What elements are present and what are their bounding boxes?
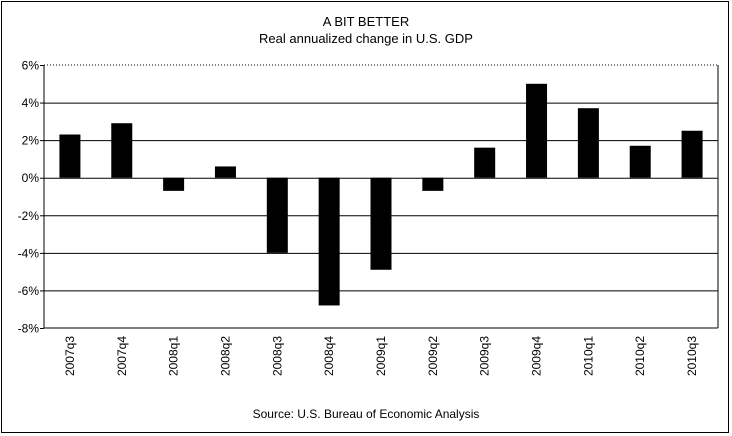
bars bbox=[59, 83, 703, 306]
bar-2008q3 bbox=[266, 177, 288, 253]
y-tick-label: 6% bbox=[22, 59, 40, 73]
y-tick-label: -8% bbox=[18, 322, 40, 336]
x-tick-label: 2008q2 bbox=[218, 336, 232, 376]
x-tick-label: 2009q4 bbox=[530, 336, 544, 376]
chart-title: A BIT BETTER bbox=[322, 14, 410, 29]
x-tick-label: 2007q4 bbox=[115, 336, 129, 376]
chart-subtitle: Real annualized change in U.S. GDP bbox=[259, 31, 473, 46]
x-tick-labels: 2007q3 2007q4 2008q1 2008q2 2008q3 2008q4 2009… bbox=[63, 336, 699, 376]
bar-2007q3 bbox=[59, 134, 81, 178]
bar-2009q1 bbox=[370, 177, 392, 270]
x-tick-label: 2009q1 bbox=[374, 336, 388, 376]
bar-2009q4 bbox=[526, 83, 548, 178]
source-note: Source: U.S. Bureau of Economic Analysis bbox=[252, 407, 480, 421]
bar-2009q3 bbox=[474, 147, 496, 178]
x-tick-label: 2008q1 bbox=[167, 336, 181, 376]
bar-2008q2 bbox=[214, 166, 236, 178]
y-tick-label: 2% bbox=[22, 134, 40, 148]
y-tick-label: -4% bbox=[18, 246, 40, 260]
bar-2008q4 bbox=[318, 177, 340, 306]
x-tick-label: 2008q3 bbox=[270, 336, 284, 376]
y-tick-label: -6% bbox=[18, 284, 40, 298]
x-tick-label: 2010q1 bbox=[581, 336, 595, 376]
x-tick-label: 2007q3 bbox=[63, 336, 77, 376]
x-tick-label: 2010q2 bbox=[633, 336, 647, 376]
y-tick-labels: -8% -6% -4% -2% 0% 2% 4% 6% bbox=[18, 59, 40, 336]
y-tick-label: -2% bbox=[18, 209, 40, 223]
y-tick-label: 4% bbox=[22, 96, 40, 110]
x-tick-label: 2008q4 bbox=[322, 336, 336, 376]
x-tick-label: 2009q2 bbox=[426, 336, 440, 376]
bar-2010q2 bbox=[629, 145, 651, 178]
bar-2010q1 bbox=[577, 108, 599, 178]
bar-2007q4 bbox=[111, 123, 133, 178]
bar-2010q3 bbox=[681, 130, 703, 178]
bar-2008q1 bbox=[163, 177, 185, 191]
bar-2009q2 bbox=[422, 177, 444, 191]
y-tick-label: 0% bbox=[22, 171, 40, 185]
x-tick-label: 2009q3 bbox=[478, 336, 492, 376]
x-tick-label: 2010q3 bbox=[685, 336, 699, 376]
